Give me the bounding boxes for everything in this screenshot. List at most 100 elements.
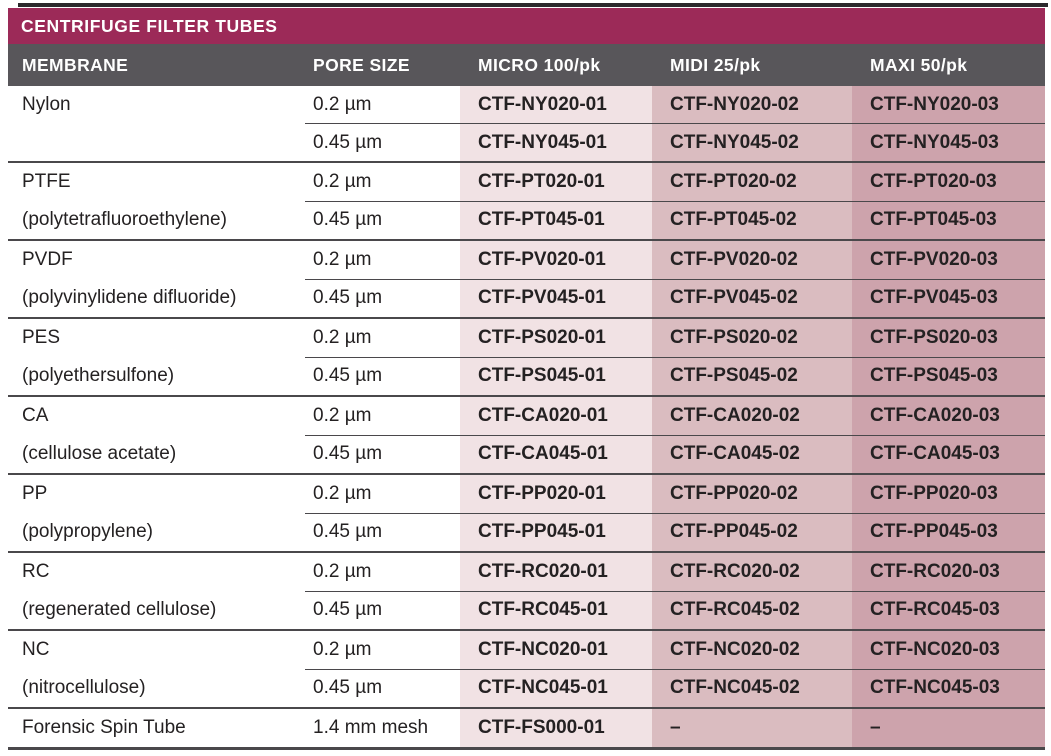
membrane-name: PES [22, 327, 61, 348]
part-number-cell: CTF-RC020-03 [852, 551, 1045, 591]
membrane-detail: (regenerated cellulose) [22, 599, 217, 620]
part-number-cell: CTF-PS045-01 [460, 356, 652, 396]
pore-size-cell: 0.45 µm [305, 123, 460, 162]
table-row: 0.45 µm CTF-PS045-01 CTF-PS045-02 CTF-PS… [8, 356, 1045, 396]
part-number-cell: CTF-PP045-01 [460, 512, 652, 552]
membrane-cell: Forensic Spin Tube [8, 707, 305, 749]
part-number-cell: CTF-PV045-01 [460, 278, 652, 318]
part-number-cell: CTF-PP045-02 [652, 512, 852, 552]
table-row: Nylon 0.2 µm CTF-NY020-01 CTF-NY020-02 C… [8, 86, 1045, 162]
part-number-cell: CTF-CA020-02 [652, 395, 852, 435]
membrane-name: Nylon [22, 94, 71, 115]
membrane-name: Forensic Spin Tube [22, 717, 186, 738]
pore-size-cell: 0.45 µm [305, 356, 460, 396]
membrane-name: PP [22, 483, 48, 504]
membrane-detail: (polyethersulfone) [22, 365, 175, 386]
header-row: MEMBRANE PORE SIZE MICRO 100/pk MIDI 25/… [8, 44, 1045, 86]
table-row: RC (regenerated cellulose) 0.2 µm CTF-RC… [8, 551, 1045, 630]
membrane-cell: PVDF (polyvinylidene difluoride) [8, 239, 305, 318]
table-row: Forensic Spin Tube 1.4 mm mesh CTF-FS000… [8, 707, 1045, 749]
pore-size-cell: 0.45 µm [305, 200, 460, 240]
part-number-cell: CTF-NC045-02 [652, 668, 852, 708]
part-number-cell: CTF-PS020-03 [852, 317, 1045, 357]
part-number-cell: CTF-NY045-01 [460, 123, 652, 162]
pore-size-cell: 0.45 µm [305, 512, 460, 552]
table-row: 0.45 µm CTF-NC045-01 CTF-NC045-02 CTF-NC… [8, 668, 1045, 708]
column-header-micro: MICRO 100/pk [460, 44, 652, 86]
part-number-cell: CTF-RC045-02 [652, 590, 852, 630]
table-row: 0.45 µm CTF-RC045-01 CTF-RC045-02 CTF-RC… [8, 590, 1045, 630]
membrane-cell: CA (cellulose acetate) [8, 395, 305, 474]
part-number-cell: CTF-PV045-03 [852, 278, 1045, 318]
column-header-maxi: MAXI 50/pk [852, 44, 1045, 86]
part-number-cell: CTF-NY020-02 [652, 86, 852, 124]
part-number-cell: CTF-NY045-03 [852, 123, 1045, 162]
part-number-cell: CTF-PS020-02 [652, 317, 852, 357]
pore-size-cell: 0.2 µm [305, 473, 460, 513]
table-row: PP (polypropylene) 0.2 µm CTF-PP020-01 C… [8, 473, 1045, 552]
table-row: PVDF (polyvinylidene difluoride) 0.2 µm … [8, 239, 1045, 318]
part-number-cell: – [652, 707, 852, 749]
part-number-cell: CTF-PT020-02 [652, 161, 852, 201]
membrane-cell: PES (polyethersulfone) [8, 317, 305, 396]
table-row: 0.45 µm CTF-NY045-01 CTF-NY045-02 CTF-NY… [8, 123, 1045, 162]
part-number-cell: CTF-RC045-01 [460, 590, 652, 630]
part-number-cell: CTF-PT045-03 [852, 200, 1045, 240]
part-number-cell: CTF-RC020-01 [460, 551, 652, 591]
membrane-name: PTFE [22, 171, 71, 192]
column-header-membrane: MEMBRANE [8, 44, 305, 86]
part-number-cell: CTF-RC020-02 [652, 551, 852, 591]
part-number-cell: CTF-PP020-03 [852, 473, 1045, 513]
part-number-cell: CTF-CA045-02 [652, 434, 852, 474]
pore-size-cell: 0.2 µm [305, 239, 460, 279]
part-number-cell: CTF-RC045-03 [852, 590, 1045, 630]
table-row: 0.45 µm CTF-PP045-01 CTF-PP045-02 CTF-PP… [8, 512, 1045, 552]
part-number-cell: – [852, 707, 1045, 749]
pore-size-cell: 1.4 mm mesh [305, 707, 460, 749]
pore-size-cell: 0.45 µm [305, 590, 460, 630]
part-number-cell: CTF-PS020-01 [460, 317, 652, 357]
top-rule [18, 3, 1048, 7]
pore-size-cell: 0.2 µm [305, 86, 460, 124]
part-number-cell: CTF-NY045-02 [652, 123, 852, 162]
membrane-detail: (polypropylene) [22, 521, 153, 542]
pore-size-cell: 0.2 µm [305, 551, 460, 591]
column-header-pore-size: PORE SIZE [305, 44, 460, 86]
pore-size-cell: 0.2 µm [305, 395, 460, 435]
table-title: CENTRIFUGE FILTER TUBES [8, 8, 1045, 44]
membrane-name: RC [22, 561, 50, 582]
part-number-cell: CTF-PV020-02 [652, 239, 852, 279]
part-number-cell: CTF-PV020-01 [460, 239, 652, 279]
part-number-cell: CTF-NC045-01 [460, 668, 652, 708]
part-number-cell: CTF-CA045-01 [460, 434, 652, 474]
part-number-cell: CTF-NC020-01 [460, 629, 652, 669]
part-number-cell: CTF-NC045-03 [852, 668, 1045, 708]
part-number-cell: CTF-FS000-01 [460, 707, 652, 749]
part-number-cell: CTF-NY020-01 [460, 86, 652, 124]
part-number-cell: CTF-PP020-01 [460, 473, 652, 513]
part-number-cell: CTF-NY020-03 [852, 86, 1045, 124]
pore-size-cell: 0.2 µm [305, 317, 460, 357]
part-number-cell: CTF-PP020-02 [652, 473, 852, 513]
membrane-cell: PP (polypropylene) [8, 473, 305, 552]
part-number-cell: CTF-PV020-03 [852, 239, 1045, 279]
part-number-cell: CTF-PT020-01 [460, 161, 652, 201]
membrane-detail: (polytetrafluoroethylene) [22, 209, 227, 230]
part-number-cell: CTF-PS045-03 [852, 356, 1045, 396]
part-number-cell: CTF-PS045-02 [652, 356, 852, 396]
part-number-cell: CTF-PT020-03 [852, 161, 1045, 201]
membrane-cell: Nylon [8, 86, 305, 162]
centrifuge-filter-tubes-table: CENTRIFUGE FILTER TUBES MEMBRANE PORE SI… [8, 8, 1045, 750]
part-number-cell: CTF-CA045-03 [852, 434, 1045, 474]
part-number-cell: CTF-CA020-01 [460, 395, 652, 435]
column-header-midi: MIDI 25/pk [652, 44, 852, 86]
table-row: 0.45 µm CTF-PV045-01 CTF-PV045-02 CTF-PV… [8, 278, 1045, 318]
membrane-detail: (polyvinylidene difluoride) [22, 287, 237, 308]
membrane-cell: RC (regenerated cellulose) [8, 551, 305, 630]
membrane-detail: (nitrocellulose) [22, 677, 146, 698]
part-number-cell: CTF-PT045-02 [652, 200, 852, 240]
membrane-name: PVDF [22, 249, 73, 270]
pore-size-cell: 0.45 µm [305, 668, 460, 708]
table-row: CA (cellulose acetate) 0.2 µm CTF-CA020-… [8, 395, 1045, 474]
membrane-name: NC [22, 639, 50, 660]
